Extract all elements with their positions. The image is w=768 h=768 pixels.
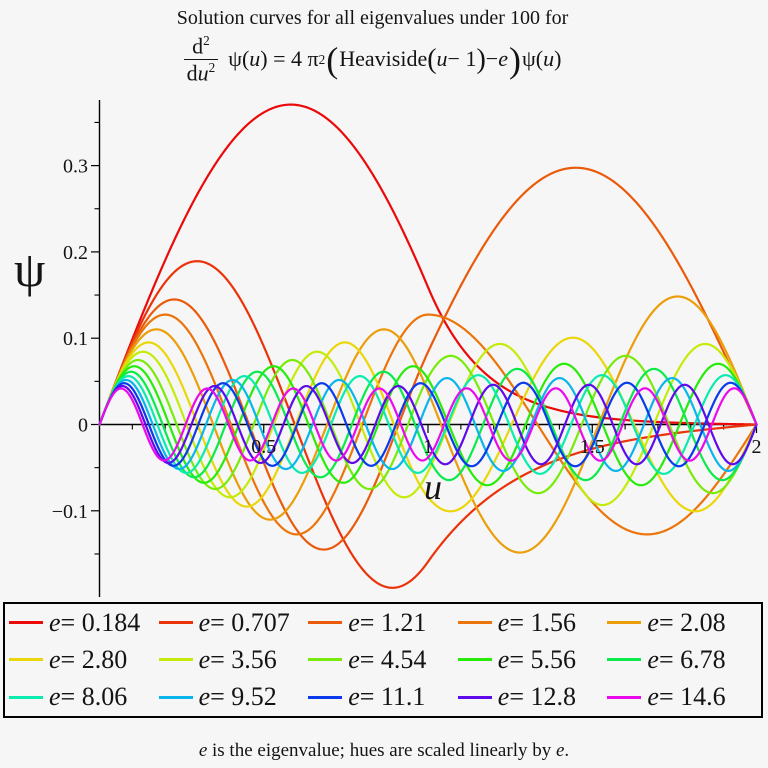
curve-e-11.1	[98, 381, 758, 468]
legend-symbol: e	[198, 682, 211, 712]
curve-e-1.56	[98, 313, 758, 536]
legend-swatch	[9, 658, 43, 662]
legend-swatch	[9, 621, 43, 625]
legend-swatch	[9, 695, 43, 699]
derivative-fraction: d2 du2	[183, 33, 219, 85]
legend-item-e-4.54: e = 4.54	[308, 645, 458, 675]
legend-item-e-8.06: e = 8.06	[9, 682, 159, 712]
legend-value: = 1.21	[359, 607, 427, 637]
legend-item-e-6.78: e = 6.78	[607, 645, 757, 675]
y-tick-label: −0.1	[52, 501, 88, 523]
title-block: Solution curves for all eigenvalues unde…	[0, 7, 745, 85]
legend-value: = 0.184	[60, 607, 141, 637]
x-axis-label: u	[424, 467, 442, 507]
legend-symbol: e	[348, 682, 360, 712]
caption: e is the eigenvalue; hues are scaled lin…	[198, 740, 570, 761]
legend-value: = 6.78	[658, 644, 726, 674]
legend-symbol: e	[348, 644, 360, 674]
x-tick-label: 0.5	[251, 436, 276, 458]
legend-swatch	[308, 621, 343, 625]
legend-item-e-2.80: e = 2.80	[9, 645, 159, 675]
curve-e-0.184	[98, 103, 758, 426]
legend-swatch	[457, 621, 492, 625]
legend-item-e-5.56: e = 5.56	[457, 644, 608, 675]
x-tick-label: 1.5	[580, 436, 605, 458]
curve-e-9.52	[98, 376, 758, 473]
legend-symbol: e	[49, 682, 61, 712]
legend-value: = 3.56	[210, 644, 277, 674]
legend-item-e-0.707: e = 0.707	[158, 607, 309, 638]
legend-symbol: e	[49, 644, 61, 674]
legend-value: = 0.707	[210, 607, 290, 637]
legend-swatch	[607, 695, 642, 699]
y-tick-label: 0.2	[63, 242, 88, 264]
legend-symbol: e	[497, 682, 510, 712]
legend-symbol: e	[647, 607, 659, 637]
legend-swatch	[457, 658, 492, 662]
legend-symbol: e	[348, 607, 360, 637]
legend-item-e-2.08: e = 2.08	[607, 608, 757, 638]
y-tick-label: 0	[78, 415, 88, 437]
legend-value: = 2.80	[60, 644, 128, 674]
legend-swatch	[308, 695, 343, 699]
legend-item-e-9.52: e = 9.52	[158, 682, 309, 712]
x-tick-label: 2	[752, 436, 762, 458]
y-tick-label: 0.3	[63, 156, 88, 178]
plot-title: Solution curves for all eigenvalues unde…	[176, 7, 569, 29]
curve-e-1.21	[98, 166, 758, 551]
legend-value: = 1.56	[509, 607, 577, 637]
legend-symbol: e	[497, 607, 510, 637]
legend-value: = 14.6	[658, 682, 726, 712]
legend-value: = 8.06	[60, 682, 128, 712]
curve-e-2.80	[98, 336, 758, 513]
legend-value: = 9.52	[210, 682, 277, 712]
legend-symbol: e	[647, 682, 659, 712]
x-tick-label: 1	[423, 436, 433, 458]
legend-swatch	[607, 658, 642, 662]
legend-swatch	[158, 621, 193, 625]
legend-symbol: e	[49, 607, 61, 637]
legend-swatch	[308, 658, 343, 662]
solution-curves	[98, 103, 758, 589]
legend-swatch	[158, 695, 193, 699]
axis-tick-labels: 0.5 1 1.5 2 0.3 0.2 0.1 0 −0.1	[52, 156, 762, 523]
curve-e-3.56	[98, 342, 758, 507]
legend-value: = 5.56	[509, 644, 577, 674]
axes	[91, 100, 758, 597]
legend-item-e-14.6: e = 14.6	[607, 682, 757, 712]
curve-e-14.6	[98, 387, 758, 462]
curve-e-5.56	[98, 362, 758, 487]
legend-swatch	[457, 695, 492, 699]
legend-symbol: e	[497, 644, 510, 674]
y-tick-label: 0.1	[63, 328, 88, 350]
legend-item-e-1.56: e = 1.56	[457, 607, 608, 638]
legend-symbol: e	[647, 644, 659, 674]
legend-box: e = 0.184 e = 0.707 e = 1.21 e = 1.56 e = 2.…	[3, 602, 763, 718]
legend-item-e-1.21: e = 1.21	[308, 608, 458, 638]
curve-e-2.08	[98, 295, 758, 554]
legend-value: = 4.54	[359, 644, 427, 674]
legend-item-e-11.1: e = 11.1	[308, 682, 458, 712]
y-axis-label: ψ	[14, 241, 45, 297]
legend-swatch	[607, 621, 642, 625]
legend-symbol: e	[198, 644, 211, 674]
curve-e-0.707	[98, 260, 758, 589]
legend-item-e-12.8: e = 12.8	[457, 682, 608, 712]
legend-value: = 11.1	[359, 682, 426, 712]
legend-swatch	[158, 658, 193, 662]
legend-value: = 12.8	[509, 682, 577, 712]
legend-value: = 2.08	[658, 607, 726, 637]
legend-item-e-3.56: e = 3.56	[158, 644, 309, 675]
legend-symbol: e	[198, 607, 211, 637]
legend-item-e-0.184: e = 0.184	[9, 608, 159, 638]
